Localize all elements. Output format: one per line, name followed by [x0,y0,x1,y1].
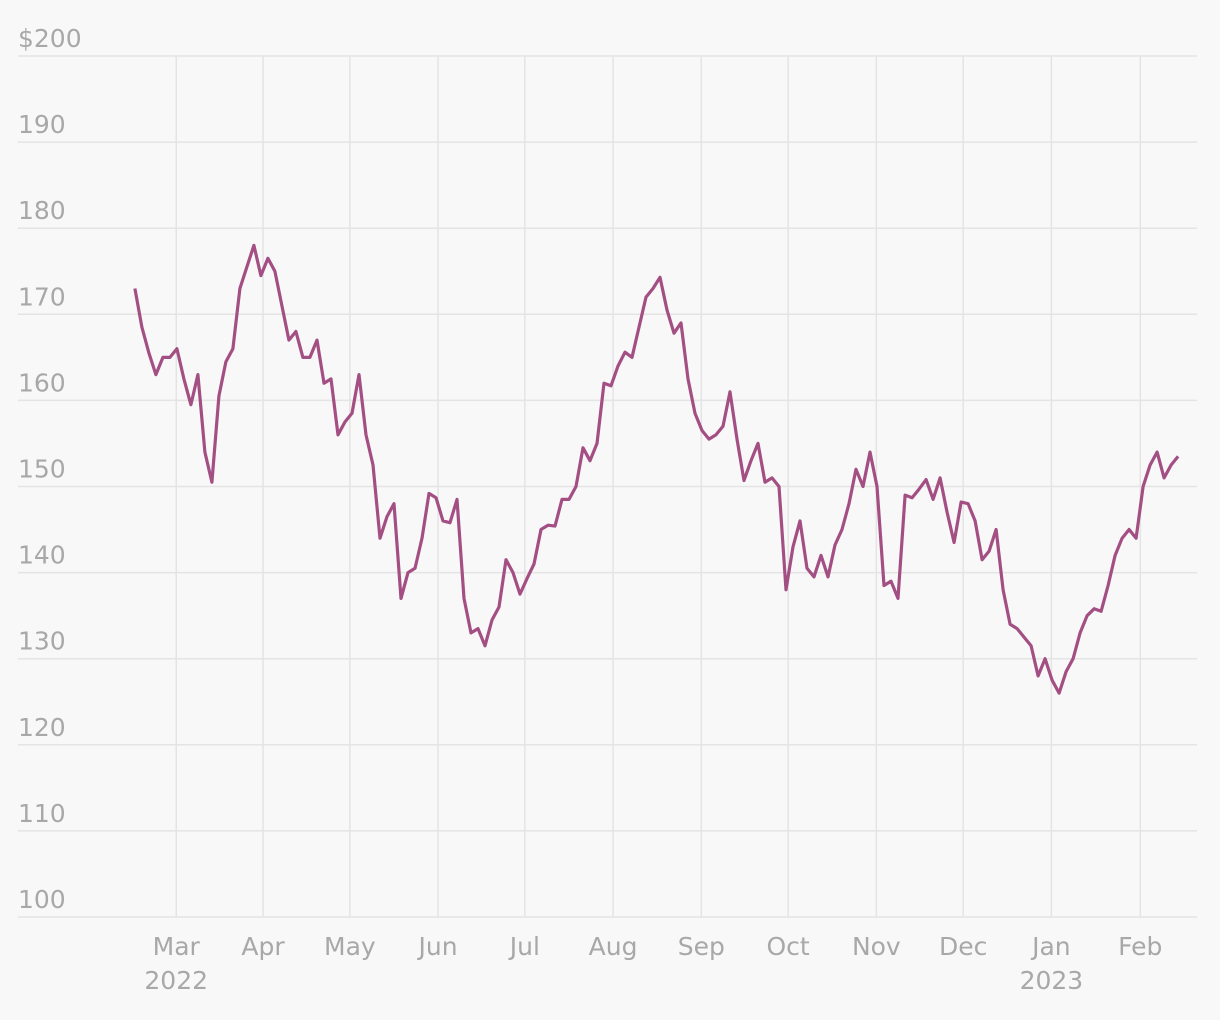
x-tick-label: Mar [153,932,201,961]
x-tick-label: May [324,932,376,961]
y-tick-label: 180 [18,196,66,225]
x-tick-year: 2022 [144,966,208,995]
y-tick-label: 190 [18,110,66,139]
x-tick-label: Sep [678,932,725,961]
price-line [133,243,1180,695]
x-tick-label: Jun [417,932,458,961]
y-tick-label: 140 [18,541,66,570]
x-tick-label: Dec [939,932,987,961]
x-tick-year: 2023 [1020,966,1084,995]
y-tick-label: 170 [18,282,66,311]
x-tick-label: Apr [241,932,285,961]
y-tick-label: 100 [18,885,66,914]
x-tick-label: Jul [508,932,540,961]
y-tick-label: 130 [18,627,66,656]
y-tick-label: 150 [18,455,66,484]
y-tick-label: 120 [18,713,66,742]
x-tick-label: Feb [1118,932,1162,961]
x-tick-label: Aug [589,932,638,961]
y-tick-label: 160 [18,368,66,397]
x-tick-label: Jan [1030,932,1071,961]
x-tick-label: Oct [767,932,810,961]
y-tick-label: $200 [18,24,82,53]
x-tick-label: Nov [852,932,901,961]
y-tick-label: 110 [18,799,66,828]
